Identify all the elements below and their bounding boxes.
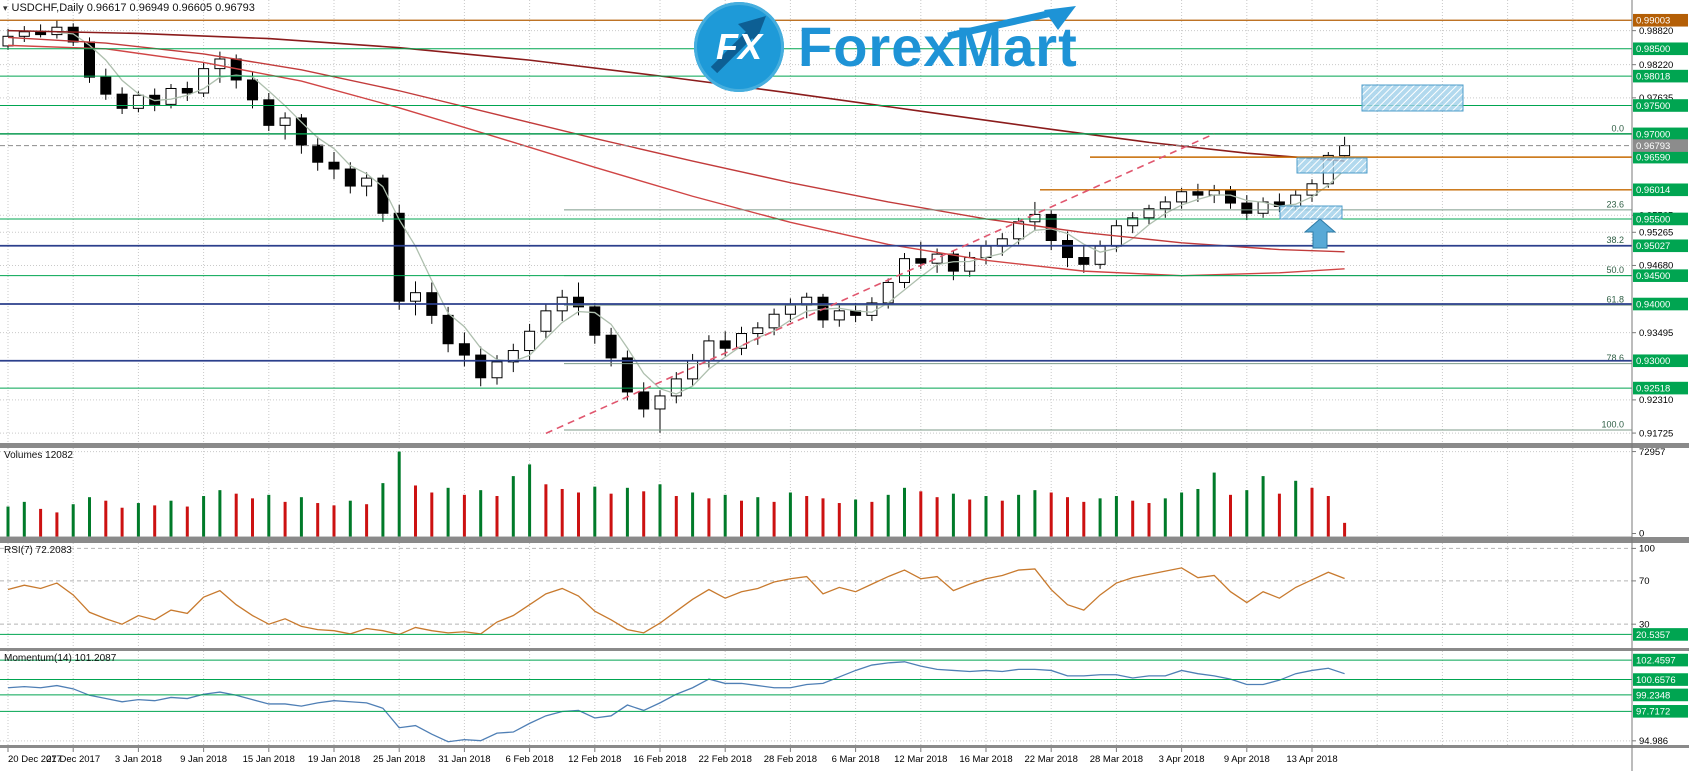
svg-text:0.0: 0.0 bbox=[1611, 123, 1624, 133]
forexmart-logo: FX ForexMart bbox=[694, 2, 1078, 92]
rsi-label: RSI(7) 72.2083 bbox=[4, 545, 72, 556]
svg-text:20 Dec 2017: 20 Dec 2017 bbox=[8, 754, 62, 765]
svg-text:13 Apr 2018: 13 Apr 2018 bbox=[1286, 754, 1337, 765]
svg-text:12 Mar 2018: 12 Mar 2018 bbox=[894, 754, 947, 765]
svg-text:16 Mar 2018: 16 Mar 2018 bbox=[959, 754, 1012, 765]
annotation-box[interactable] bbox=[1361, 84, 1464, 112]
svg-text:0: 0 bbox=[1639, 529, 1644, 540]
ascending-trendline[interactable] bbox=[545, 133, 1215, 435]
svg-text:12 Feb 2018: 12 Feb 2018 bbox=[568, 754, 621, 765]
svg-text:0.95500: 0.95500 bbox=[1636, 214, 1670, 225]
svg-text:0.98820: 0.98820 bbox=[1639, 26, 1673, 37]
volumes-label: Volumes 12082 bbox=[4, 450, 73, 461]
svg-text:97.7172: 97.7172 bbox=[1636, 707, 1670, 718]
svg-text:15 Jan 2018: 15 Jan 2018 bbox=[243, 754, 295, 765]
logo-wordmark-arrow-icon bbox=[946, 6, 1076, 40]
svg-text:50.0: 50.0 bbox=[1606, 265, 1624, 275]
svg-text:0.94500: 0.94500 bbox=[1636, 271, 1670, 282]
svg-text:99.2348: 99.2348 bbox=[1636, 690, 1670, 701]
svg-text:0.96793: 0.96793 bbox=[1636, 141, 1670, 152]
svg-text:22 Feb 2018: 22 Feb 2018 bbox=[699, 754, 752, 765]
svg-text:72957: 72957 bbox=[1639, 447, 1665, 458]
svg-text:0.97635: 0.97635 bbox=[1639, 93, 1673, 104]
svg-text:23.6: 23.6 bbox=[1606, 199, 1624, 209]
svg-text:0.98018: 0.98018 bbox=[1636, 72, 1670, 83]
svg-text:3 Apr 2018: 3 Apr 2018 bbox=[1159, 754, 1205, 765]
svg-text:30: 30 bbox=[1639, 619, 1650, 630]
fibonacci-retracement[interactable]: 0.0 23.6 38.2 50.0 61.8 78.6 100.0 bbox=[564, 123, 1632, 431]
rsi-line bbox=[7, 567, 1345, 636]
svg-text:0.91725: 0.91725 bbox=[1639, 428, 1673, 439]
annotation-box[interactable] bbox=[1296, 157, 1368, 174]
horizontal-levels[interactable] bbox=[0, 19, 1632, 389]
ma-red-mid bbox=[7, 44, 1345, 277]
volume-bars-layer bbox=[0, 451, 1632, 538]
symbol-ohlc-text: USDCHF,Daily 0.96617 0.96949 0.96605 0.9… bbox=[11, 2, 255, 14]
svg-text:38.2: 38.2 bbox=[1606, 235, 1624, 245]
svg-text:0.94000: 0.94000 bbox=[1636, 299, 1670, 310]
candles-layer bbox=[2, 20, 1351, 433]
panel-separators[interactable] bbox=[0, 443, 1689, 748]
svg-text:78.6: 78.6 bbox=[1606, 353, 1624, 363]
chart-dropdown-icon[interactable]: ▾ bbox=[3, 2, 8, 13]
price-axis[interactable]: 0.988200.982200.976350.955650.952650.946… bbox=[1631, 0, 1688, 771]
ma-red-slow bbox=[7, 36, 1345, 253]
logo-monogram: FX bbox=[715, 26, 762, 67]
ma-fast-light bbox=[56, 31, 1346, 395]
svg-text:100.0: 100.0 bbox=[1601, 419, 1624, 429]
svg-text:9 Apr 2018: 9 Apr 2018 bbox=[1224, 754, 1270, 765]
svg-text:28 Feb 2018: 28 Feb 2018 bbox=[764, 754, 817, 765]
svg-text:6 Mar 2018: 6 Mar 2018 bbox=[832, 754, 880, 765]
svg-text:0.92310: 0.92310 bbox=[1639, 395, 1673, 406]
svg-text:3 Jan 2018: 3 Jan 2018 bbox=[115, 754, 162, 765]
svg-text:0.97500: 0.97500 bbox=[1636, 101, 1670, 112]
svg-text:61.8: 61.8 bbox=[1606, 295, 1624, 305]
svg-text:0.97000: 0.97000 bbox=[1636, 129, 1670, 140]
svg-text:25 Jan 2018: 25 Jan 2018 bbox=[373, 754, 425, 765]
ma-dark-red bbox=[7, 29, 1345, 162]
buy-arrow-annotation[interactable] bbox=[1303, 218, 1337, 249]
svg-text:0.96014: 0.96014 bbox=[1636, 185, 1670, 196]
svg-text:31 Jan 2018: 31 Jan 2018 bbox=[438, 754, 490, 765]
svg-text:6 Feb 2018: 6 Feb 2018 bbox=[506, 754, 554, 765]
svg-text:102.4597: 102.4597 bbox=[1636, 655, 1676, 666]
svg-text:0.92518: 0.92518 bbox=[1636, 383, 1670, 394]
svg-text:27 Dec 2017: 27 Dec 2017 bbox=[46, 754, 100, 765]
svg-text:0.95027: 0.95027 bbox=[1636, 241, 1670, 252]
logo-word-forex: Forex bbox=[798, 15, 956, 78]
svg-text:19 Jan 2018: 19 Jan 2018 bbox=[308, 754, 360, 765]
svg-text:94.986: 94.986 bbox=[1639, 736, 1668, 747]
svg-text:100.6576: 100.6576 bbox=[1636, 675, 1676, 686]
svg-text:22 Mar 2018: 22 Mar 2018 bbox=[1025, 754, 1078, 765]
logo-wordmark: ForexMart bbox=[798, 2, 1078, 92]
svg-text:0.93495: 0.93495 bbox=[1639, 328, 1673, 339]
svg-text:0.98500: 0.98500 bbox=[1636, 44, 1670, 55]
svg-text:0.95265: 0.95265 bbox=[1639, 227, 1673, 238]
momentum-label: Momentum(14) 101.2087 bbox=[4, 653, 117, 664]
svg-text:100: 100 bbox=[1639, 544, 1655, 555]
symbol-ohlc-bar: ▾ USDCHF,Daily 0.96617 0.96949 0.96605 0… bbox=[3, 2, 255, 14]
svg-text:70: 70 bbox=[1639, 576, 1650, 587]
svg-text:0.96590: 0.96590 bbox=[1636, 153, 1670, 164]
svg-text:28 Mar 2018: 28 Mar 2018 bbox=[1090, 754, 1143, 765]
svg-text:0.93000: 0.93000 bbox=[1636, 356, 1670, 367]
svg-text:0.94680: 0.94680 bbox=[1639, 261, 1673, 272]
forexmart-logo-circle: FX bbox=[694, 2, 784, 92]
svg-text:16 Feb 2018: 16 Feb 2018 bbox=[633, 754, 686, 765]
svg-text:9 Jan 2018: 9 Jan 2018 bbox=[180, 754, 227, 765]
svg-text:0.99003: 0.99003 bbox=[1636, 16, 1670, 27]
grid-layer bbox=[0, 0, 1632, 745]
momentum-line bbox=[7, 661, 1345, 743]
logo-circle-arrow-icon bbox=[710, 16, 766, 74]
annotation-box[interactable] bbox=[1279, 205, 1343, 220]
svg-text:20.5357: 20.5357 bbox=[1636, 630, 1670, 641]
svg-text:0.98220: 0.98220 bbox=[1639, 60, 1673, 71]
